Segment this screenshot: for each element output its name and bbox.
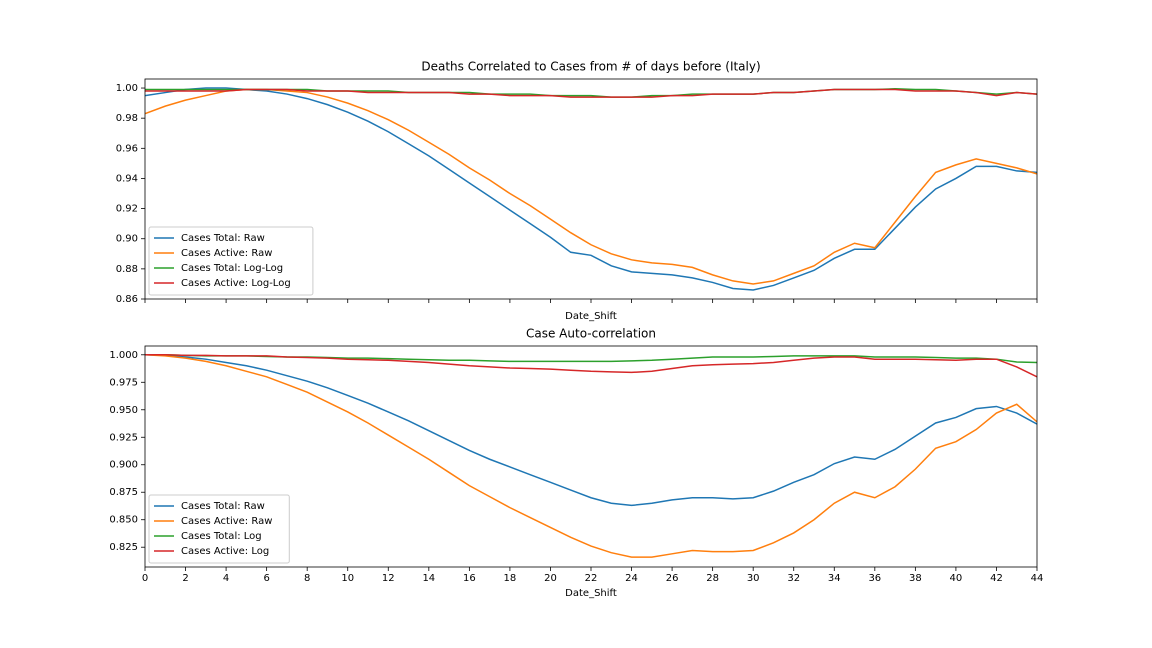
legend-label: Cases Active: Log [181, 546, 269, 557]
x-tick-label: 6 [263, 573, 269, 584]
x-tick-label: 28 [706, 573, 719, 584]
y-tick-label: 0.850 [109, 515, 138, 526]
y-tick-label: 0.88 [116, 264, 138, 275]
legend-label: Cases Active: Raw [181, 516, 272, 527]
series-line [145, 88, 1037, 98]
series-line [145, 88, 1037, 285]
x-tick-label: 44 [1031, 573, 1044, 584]
x-tick-label: 24 [625, 573, 638, 584]
x-axis-label: Date_Shift [565, 311, 617, 322]
y-tick-label: 0.975 [109, 377, 138, 388]
legend-box [148, 226, 314, 296]
chart-title: Deaths Correlated to Cases from # of day… [421, 60, 760, 74]
x-tick-label: 30 [747, 573, 760, 584]
x-tick-label: 4 [223, 573, 229, 584]
series-line [145, 87, 1037, 291]
x-tick-label: 14 [422, 573, 435, 584]
series-line [145, 354, 1037, 378]
x-tick-label: 32 [787, 573, 800, 584]
x-tick-label: 36 [868, 573, 881, 584]
plot-frame [144, 345, 1038, 568]
legend-label: Cases Total: Log-Log [181, 263, 283, 274]
x-tick-label: 22 [585, 573, 598, 584]
x-tick-label: 12 [382, 573, 395, 584]
x-tick-label: 0 [142, 573, 148, 584]
legend-box [148, 494, 290, 564]
x-tick-label: 38 [909, 573, 922, 584]
x-tick-label: 42 [990, 573, 1003, 584]
x-axis-label: Date_Shift [565, 588, 617, 599]
x-tick-label: 8 [304, 573, 310, 584]
x-tick-label: 10 [341, 573, 354, 584]
y-tick-label: 0.98 [116, 113, 138, 124]
y-tick-label: 1.000 [109, 350, 138, 361]
x-tick-label: 18 [504, 573, 517, 584]
y-tick-label: 0.92 [116, 204, 138, 215]
plot-frame [144, 78, 1038, 300]
y-tick-label: 0.96 [116, 143, 138, 154]
legend-label: Cases Total: Raw [181, 233, 265, 244]
x-tick-label: 2 [182, 573, 188, 584]
y-tick-label: 0.925 [109, 432, 138, 443]
y-tick-label: 0.90 [116, 234, 138, 245]
x-tick-label: 40 [950, 573, 963, 584]
legend-label: Cases Active: Raw [181, 248, 272, 259]
y-tick-label: 0.94 [116, 173, 138, 184]
y-tick-label: 0.825 [109, 542, 138, 553]
x-tick-label: 20 [544, 573, 557, 584]
legend-label: Cases Total: Log [181, 531, 262, 542]
series-line [145, 354, 1037, 507]
y-tick-label: 0.86 [116, 294, 138, 305]
chart-title: Case Auto-correlation [526, 327, 656, 341]
x-tick-label: 26 [666, 573, 679, 584]
x-tick-label: 16 [463, 573, 476, 584]
x-tick-label: 34 [828, 573, 841, 584]
legend-label: Cases Total: Raw [181, 501, 265, 512]
series-line [145, 354, 1037, 558]
y-tick-label: 0.900 [109, 460, 138, 471]
y-tick-label: 0.950 [109, 405, 138, 416]
y-tick-label: 1.00 [116, 83, 138, 94]
y-tick-label: 0.875 [109, 487, 138, 498]
legend-label: Cases Active: Log-Log [181, 278, 291, 289]
